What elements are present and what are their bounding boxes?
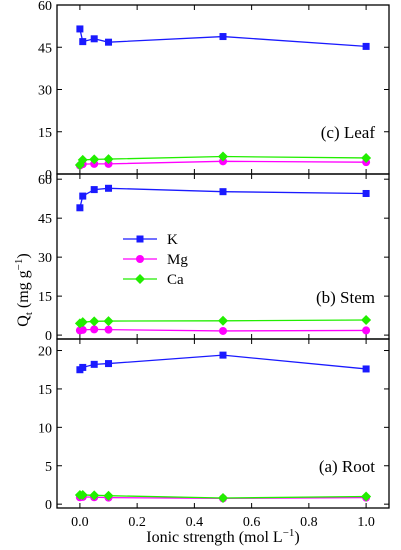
y-tick-label: 45 [38, 41, 52, 56]
panel-label: (b) Stem [316, 288, 375, 307]
series-k [76, 184, 370, 212]
data-point [77, 317, 88, 328]
legend-entry-k: K [123, 232, 178, 248]
x-tick-label: 0.8 [300, 515, 318, 530]
legend-entry-mg: Mg [123, 252, 188, 268]
data-point [90, 186, 98, 194]
data-point [90, 325, 99, 334]
panel-label: (a) Root [319, 457, 375, 476]
data-point [361, 152, 372, 163]
legend-marker [136, 255, 144, 263]
series-k [76, 25, 370, 50]
x-tick-label: 0.6 [243, 515, 261, 530]
x-tick-label: 0.0 [71, 515, 89, 530]
data-point [362, 326, 371, 335]
data-point [219, 351, 227, 359]
data-point [219, 33, 227, 41]
plot-panels: 0 15 30 45 60 (c) Leaf 0 15 30 45 60 (b) Stem 0 5 10 15… [38, 0, 390, 513]
panel-3: 0 5 10 15 20 (a) Root [38, 338, 390, 513]
y-tick-label: 60 [38, 0, 52, 14]
panel-1: 0 15 30 45 60 (c) Leaf [38, 0, 390, 183]
series-k [76, 351, 370, 374]
data-point [218, 315, 228, 326]
x-tick-label: 1.0 [357, 515, 375, 530]
data-point [219, 188, 227, 196]
series-ca [74, 151, 372, 170]
y-tick-label: 30 [38, 84, 52, 99]
x-tick-label: 0.4 [186, 515, 204, 530]
data-point [362, 365, 370, 373]
data-point [89, 154, 100, 165]
data-point [103, 490, 114, 501]
data-point [76, 204, 84, 212]
legend-marker [136, 235, 144, 243]
y-axis-title: Qt (mg g−1) [13, 253, 35, 326]
y-tick-label: 30 [38, 251, 52, 266]
panel-frame [56, 173, 390, 340]
y-tick-label: 0 [45, 329, 52, 344]
data-point [105, 184, 113, 192]
data-point [104, 325, 113, 334]
data-point [79, 363, 87, 371]
x-axis: 0.0 0.2 0.4 0.6 0.8 1.0 [71, 515, 375, 530]
data-point [78, 325, 87, 334]
data-point [218, 151, 228, 162]
data-point [76, 25, 84, 33]
y-tick-label: 20 [38, 345, 52, 360]
data-point [79, 38, 87, 46]
data-point [77, 489, 88, 500]
data-point [90, 360, 98, 368]
x-tick-label: 0.2 [128, 515, 146, 530]
data-point [90, 35, 98, 43]
data-point [361, 491, 372, 502]
legend-label: Ca [167, 272, 184, 288]
data-point [89, 316, 100, 327]
y-tick-label: 0 [45, 168, 52, 183]
data-point [105, 38, 113, 46]
data-point [89, 490, 100, 501]
panel-2: 0 15 30 45 60 (b) Stem [38, 173, 390, 344]
x-axis-title: Ionic strength (mol L−1) [146, 527, 299, 546]
data-point [103, 154, 114, 165]
legend-label: K [167, 232, 178, 248]
series-ca [74, 315, 372, 329]
panel-frame [56, 338, 390, 509]
legend-entry-ca: Ca [123, 272, 184, 288]
y-tick-label: 15 [38, 290, 52, 305]
legend-label: Mg [167, 252, 188, 268]
legend: K Mg Ca [123, 232, 188, 288]
data-point [218, 493, 228, 504]
panel-label: (c) Leaf [321, 123, 376, 142]
data-point [362, 42, 370, 50]
y-tick-label: 15 [38, 126, 52, 141]
series-mg [75, 325, 371, 335]
legend-marker [135, 274, 145, 284]
panel-frame [56, 4, 390, 175]
data-point [103, 316, 114, 327]
data-point [362, 189, 370, 197]
y-tick-label: 45 [38, 212, 52, 227]
y-tick-label: 0 [45, 498, 52, 513]
y-tick-label: 10 [38, 421, 52, 436]
data-point [219, 326, 227, 335]
y-tick-label: 5 [45, 460, 52, 475]
data-point [77, 154, 88, 165]
data-point [79, 192, 87, 200]
series-ca [74, 489, 372, 504]
data-point [105, 360, 113, 368]
y-tick-label: 60 [38, 173, 52, 188]
y-tick-label: 15 [38, 383, 52, 398]
data-point [361, 315, 372, 326]
